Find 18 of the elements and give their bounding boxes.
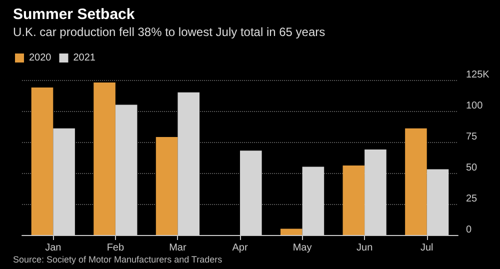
chart-subtitle: U.K. car production fell 38% to lowest July total in 65 years xyxy=(13,25,326,39)
x-tick-label: Apr xyxy=(232,242,248,254)
x-tick-label: Jun xyxy=(356,242,373,254)
y-tick-label: 50 xyxy=(466,162,478,174)
y-tick-label: 125K xyxy=(466,70,490,80)
legend-label: 2020 xyxy=(29,52,52,64)
x-tick-label: Jan xyxy=(45,242,62,254)
y-tick-label: 25 xyxy=(466,194,478,204)
legend-label: 2021 xyxy=(73,52,96,64)
y-tick-label: 0 xyxy=(466,224,472,236)
source-note: Source: Society of Motor Manufacturers and Traders xyxy=(13,254,223,264)
x-tick-label: Feb xyxy=(106,242,124,254)
x-tick-label: Mar xyxy=(169,242,187,254)
y-tick-label: 100 xyxy=(466,100,484,112)
y-tick-label: 75 xyxy=(466,132,478,142)
x-tick-label: Jul xyxy=(420,242,434,254)
chart-title: Summer Setback xyxy=(13,6,136,23)
x-tick-label: May xyxy=(292,242,312,254)
